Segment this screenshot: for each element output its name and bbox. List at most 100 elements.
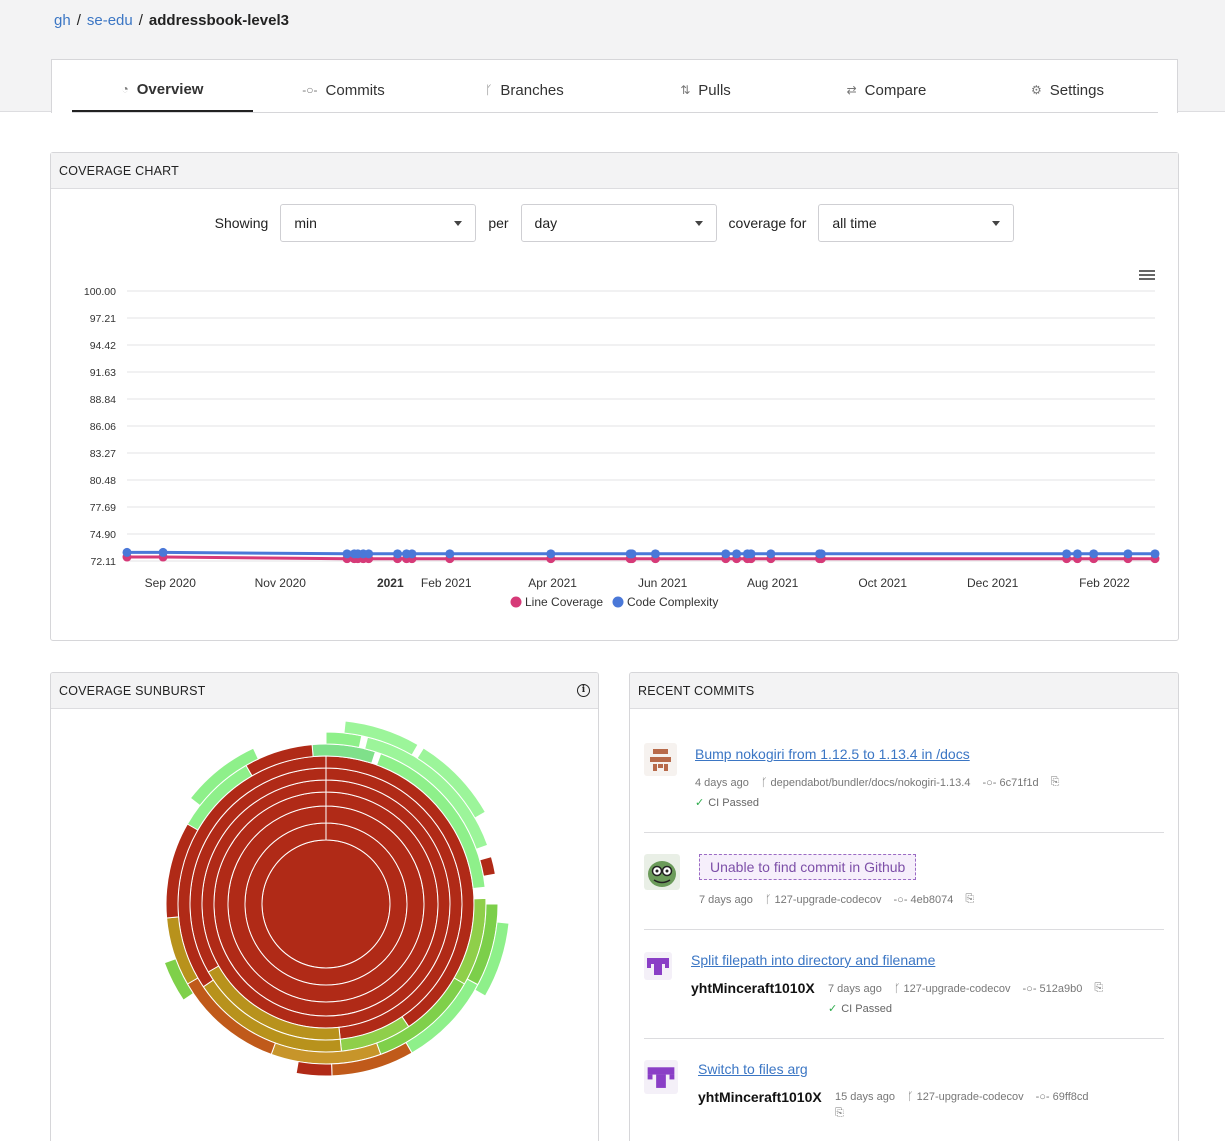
copy-icon[interactable]: ⎘: [965, 893, 975, 905]
commit-divider: [644, 832, 1164, 833]
sha-value: 4eb8074: [910, 893, 954, 906]
commit-author[interactable]: yhtMinceraft1010X: [691, 980, 815, 996]
x-tick-label: Aug 2021: [747, 576, 799, 590]
sunburst-root[interactable]: [261, 839, 391, 969]
commit-branch: ᚴ 127-upgrade-codecov: [765, 894, 882, 906]
data-point: [407, 554, 417, 564]
data-point: [721, 554, 731, 564]
data-point: [393, 554, 403, 564]
data-point: [815, 554, 825, 564]
coverage-for-label: coverage for: [728, 215, 807, 231]
tab-commits[interactable]: -○- Commits: [253, 68, 434, 112]
data-point: [445, 554, 455, 564]
tab-branches[interactable]: ᚴ Branches: [434, 68, 615, 112]
sunburst-segment[interactable]: [189, 747, 260, 807]
x-tick-label: Dec 2021: [967, 576, 1019, 590]
data-point: [158, 552, 168, 562]
branch-name: 127-upgrade-codecov: [903, 982, 1011, 995]
compare-icon: ⇄: [846, 83, 857, 97]
hamburger-menu-icon[interactable]: [1139, 268, 1155, 282]
per-value: day: [534, 215, 558, 231]
data-point: [402, 549, 412, 559]
breadcrumb-org[interactable]: se-edu: [86, 12, 133, 29]
ci-status: ✓ CI Passed: [695, 796, 759, 809]
user-avatar: [644, 1060, 678, 1094]
commit-title-link[interactable]: Switch to files arg: [698, 1061, 808, 1077]
sunburst-segment[interactable]: [416, 747, 487, 819]
info-icon[interactable]: i: [577, 684, 590, 697]
panel-heading: COVERAGE CHART: [51, 153, 1178, 189]
data-point: [122, 552, 132, 562]
tab-overview[interactable]: ◔ Overview: [72, 68, 253, 112]
tab-settings[interactable]: ⚙ Settings: [977, 68, 1158, 112]
tab-pulls[interactable]: ⇅ Pulls: [615, 68, 796, 112]
data-point: [815, 549, 825, 559]
tab-label: Commits: [325, 81, 385, 99]
sunburst-segment[interactable]: [295, 1060, 333, 1077]
data-point: [721, 549, 731, 559]
branch-icon: ᚴ: [893, 982, 904, 995]
data-point: [1123, 554, 1133, 564]
commit-author[interactable]: yhtMinceraft1010X: [698, 1089, 822, 1105]
legend-marker: [612, 596, 624, 608]
sunburst-segment[interactable]: [163, 958, 195, 1001]
y-tick-label: 91.63: [90, 367, 116, 379]
breadcrumb: gh / se-edu / addressbook-level3: [54, 12, 289, 29]
data-point: [546, 554, 556, 564]
showing-select[interactable]: min: [280, 204, 477, 242]
gear-icon: ⚙: [1031, 83, 1042, 97]
y-tick-label: 77.69: [90, 502, 116, 514]
data-point: [358, 549, 368, 559]
pull-request-icon: ⇅: [680, 83, 691, 97]
x-tick-label: Apr 2021: [528, 576, 577, 590]
data-point: [746, 549, 756, 559]
branch-name: dependabot/bundler/docs/nokogiri-1.13.4: [770, 776, 971, 789]
branch-icon: ᚴ: [764, 893, 775, 906]
commit-age: 15 days ago: [835, 1091, 895, 1103]
ci-label: CI Passed: [841, 1003, 892, 1015]
commit-sha: -○- 69ff8cd: [1036, 1091, 1089, 1103]
showing-value: min: [294, 215, 317, 231]
data-point: [364, 554, 374, 564]
y-tick-label: 88.84: [90, 394, 116, 406]
data-point: [816, 549, 826, 559]
x-tick-label: Nov 2020: [255, 576, 307, 590]
y-tick-label: 72.11: [91, 556, 117, 568]
breadcrumb-host[interactable]: gh: [54, 12, 71, 29]
coverage-for-select[interactable]: all time: [818, 204, 1015, 242]
data-point: [1062, 554, 1072, 564]
tab-compare[interactable]: ⇄ Compare: [796, 68, 977, 112]
commit-title-link[interactable]: Split filepath into directory and filena…: [691, 952, 936, 968]
sunburst-segment[interactable]: [474, 921, 510, 997]
showing-label: Showing: [214, 215, 269, 231]
y-tick-label: 83.27: [90, 448, 116, 460]
sunburst-segment[interactable]: [325, 731, 363, 749]
per-select[interactable]: day: [520, 204, 717, 242]
tab-label: Overview: [136, 80, 204, 98]
data-point: [1089, 549, 1099, 559]
ci-label: CI Passed: [708, 797, 759, 809]
commit-branch: ᚴ 127-upgrade-codecov: [907, 1091, 1024, 1103]
commit-branch: ᚴ dependabot/bundler/docs/nokogiri-1.13.…: [761, 777, 971, 789]
tab-label: Pulls: [698, 81, 731, 99]
commit-sha: -○- 6c71f1d: [982, 777, 1038, 789]
data-point: [1062, 549, 1072, 559]
copy-icon[interactable]: ⎘: [835, 1107, 844, 1119]
data-point: [625, 554, 635, 564]
y-tick-label: 86.06: [90, 421, 116, 433]
ci-status: ✓ CI Passed: [828, 1002, 892, 1015]
legend-marker: [510, 596, 522, 608]
coverage-sunburst-panel: COVERAGE SUNBURST i: [50, 672, 599, 1141]
sunburst-segment[interactable]: [479, 855, 496, 877]
commit-title-link[interactable]: Bump nokogiri from 1.12.5 to 1.13.4 in /…: [695, 746, 970, 762]
data-point: [445, 549, 455, 559]
sunburst-segment[interactable]: [343, 720, 419, 756]
copy-icon[interactable]: ⎘: [1094, 982, 1104, 994]
y-tick-label: 97.21: [90, 313, 116, 325]
commit-age: 7 days ago: [828, 982, 882, 995]
commit-sha: -○- 4eb8074: [894, 894, 954, 906]
coverage-for-value: all time: [832, 215, 877, 231]
copy-icon[interactable]: ⎘: [1050, 776, 1060, 788]
sunburst-segment[interactable]: [245, 744, 314, 777]
data-point: [546, 549, 556, 559]
